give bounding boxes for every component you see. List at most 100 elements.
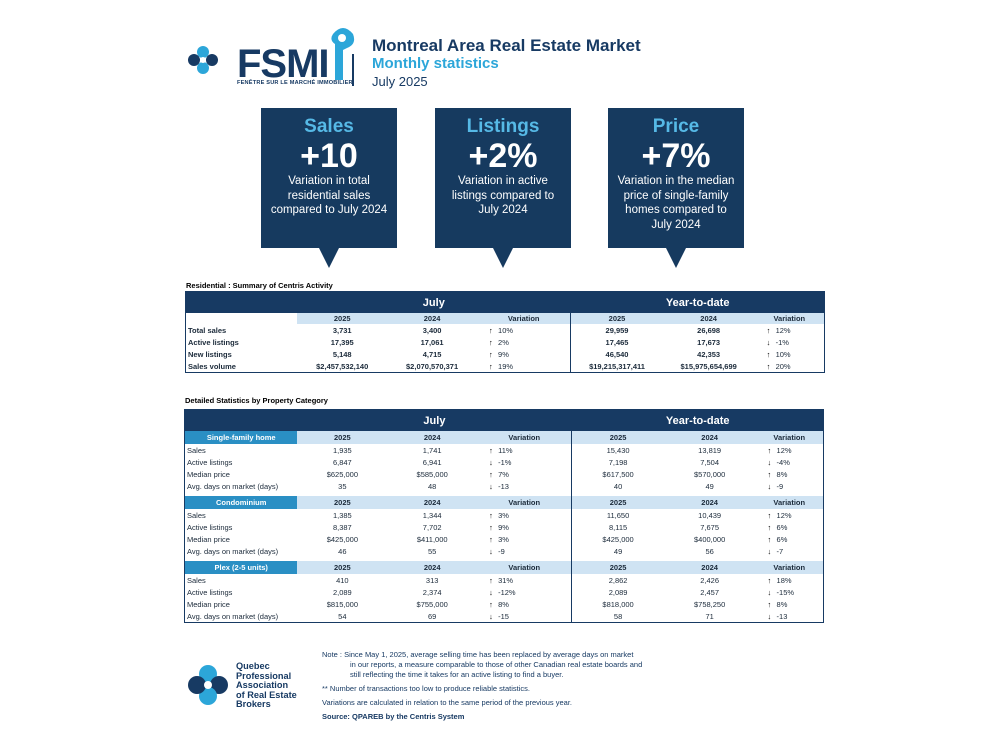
ytd-value-2024: 42,353 <box>697 349 721 359</box>
variation-value: -12% <box>498 587 516 597</box>
spacer-cell <box>571 557 664 561</box>
header-divider <box>352 54 354 86</box>
variation-value: 12% <box>776 510 792 520</box>
trend-arrow-icon: ↑ <box>489 522 493 532</box>
col-2025: 2025 <box>297 561 388 574</box>
ytd-variation-cell: ↓ -15% <box>756 586 824 598</box>
category-label: Plex (2-5 units) <box>184 561 298 574</box>
value-2025: 3,731 <box>332 325 352 335</box>
trend-arrow-icon: ↑ <box>766 325 771 335</box>
trend-arrow-icon: ↑ <box>489 510 493 520</box>
org-name-line: Quebec <box>236 661 270 671</box>
note-low-transactions: ** Number of transactions too low to pro… <box>322 684 531 693</box>
table-row: Median price $425,000 $411,000 ↑ 3% $425,000 $… <box>185 533 824 545</box>
variation-value: 18% <box>776 575 792 585</box>
ytd-value-2025: 2,862 <box>571 574 664 586</box>
col-variation: Variation <box>477 561 572 574</box>
trend-arrow-icon: ↓ <box>489 481 493 491</box>
org-name-line: of Real Estate <box>236 689 297 700</box>
kpi-value: +7% <box>641 137 711 175</box>
trend-arrow-icon: ↑ <box>489 599 493 609</box>
fsmi-logo-icon <box>188 28 355 80</box>
variation-cell: ↑ 3% <box>477 533 572 545</box>
trend-arrow-icon: ↑ <box>489 575 493 585</box>
col-2025: 2025 <box>571 496 664 509</box>
table-row: Avg. days on market (days) 54 69 ↓ -15 58 71 ↓ -… <box>185 610 824 623</box>
ytd-value-2025: 58 <box>571 610 664 623</box>
kpi-description: Variation in total residential sales com… <box>270 175 388 216</box>
row-label: Sales <box>187 510 206 520</box>
qpareb-logo-icon <box>188 665 228 705</box>
trend-arrow-icon: ↑ <box>767 469 772 479</box>
ytd-variation-cell: ↑ 20% <box>755 360 825 373</box>
kpi-title: Sales <box>304 116 354 137</box>
trend-arrow-icon: ↑ <box>489 469 493 479</box>
trend-arrow-icon: ↑ <box>489 337 493 347</box>
value-2024: 55 <box>428 546 437 556</box>
trend-arrow-icon: ↓ <box>767 457 772 467</box>
kpi-price-card: Price +7% Variation in the median price … <box>608 108 744 268</box>
row-label: Avg. days on market (days) <box>187 546 279 556</box>
col-variation: Variation <box>477 313 571 324</box>
variation-cell: ↑ 10% <box>477 324 571 336</box>
col-2025: 2025 <box>570 313 663 324</box>
variation-cell: ↑ 19% <box>477 360 571 373</box>
category-header-row: Condominium 2025 2024 Variation 2025 2024 Vari… <box>184 496 824 509</box>
variation-cell: ↓ -15 <box>477 610 572 623</box>
ytd-value-2024: 26,698 <box>697 325 721 335</box>
col-variation: Variation <box>755 431 824 444</box>
ytd-value-2024: 10,439 <box>698 510 722 520</box>
value-2024: $2,070,570,371 <box>406 361 459 371</box>
value-2024: 69 <box>428 611 437 621</box>
variation-cell: ↑ 9% <box>477 521 572 533</box>
trend-arrow-icon: ↑ <box>489 445 493 455</box>
value-2024: 7,702 <box>422 522 442 532</box>
value-2024: 1,741 <box>422 445 442 455</box>
col-2024: 2024 <box>663 431 756 444</box>
variation-value: 8% <box>776 599 788 609</box>
value-2025: 54 <box>338 611 347 621</box>
value-2025: 6,847 <box>332 457 352 467</box>
kpi-listings-card: Listings +2% Variation in active listing… <box>435 108 571 268</box>
trend-arrow-icon: ↑ <box>489 349 493 359</box>
trend-arrow-icon: ↑ <box>767 445 772 455</box>
value-2024: $411,000 <box>416 534 448 544</box>
table-row: Sales 1,385 1,344 ↑ 3% 11,650 10,439 ↑ 12% <box>185 509 824 521</box>
summary-section-title: Residential : Summary of Centris Activit… <box>186 281 333 290</box>
value-2025: 5,148 <box>332 349 352 359</box>
variation-value: -15 <box>498 611 509 621</box>
trend-arrow-icon: ↓ <box>489 457 493 467</box>
summary-table: July Year-to-date 2025 2024 Variation 20… <box>185 291 825 373</box>
ytd-value-2025: 29,959 <box>570 324 663 336</box>
col-2025: 2025 <box>297 313 388 324</box>
table-row: Median price $625,000 $585,000 ↑ 7% $617,500 $… <box>185 468 824 480</box>
ytd-value-2025: 40 <box>571 480 664 492</box>
ytd-variation-cell: ↑ 10% <box>755 348 825 360</box>
variation-value: 3% <box>498 534 509 544</box>
kpi-description: Variation in the median price of single-… <box>617 175 735 231</box>
value-2024: $585,000 <box>416 469 448 479</box>
trend-arrow-icon: ↑ <box>766 361 771 371</box>
kpi-value: +2% <box>468 137 538 175</box>
variation-value: 9% <box>498 522 509 532</box>
variation-value: 8% <box>498 599 509 609</box>
ytd-value-2024: $570,000 <box>693 469 726 479</box>
variation-value: 2% <box>498 337 509 347</box>
ytd-variation-cell: ↓ -9 <box>756 480 824 492</box>
value-2024: 313 <box>425 575 439 585</box>
variation-cell: ↑ 2% <box>477 336 571 348</box>
variation-value: -9 <box>776 481 784 491</box>
table-row: Avg. days on market (days) 35 48 ↓ -13 40 49 ↓ -… <box>185 480 824 492</box>
ytd-value-2024: 13,819 <box>698 445 722 455</box>
ytd-value-2024: 17,673 <box>697 337 721 347</box>
ytd-variation-cell: ↑ 8% <box>756 598 824 610</box>
kpi-description: Variation in active listings compared to… <box>451 175 555 216</box>
variation-cell: ↓ -1% <box>477 456 572 468</box>
ytd-value-2025: 49 <box>571 545 664 557</box>
variation-cell: ↑ 31% <box>477 574 572 586</box>
variation-value: 9% <box>498 349 509 359</box>
trend-arrow-icon: ↓ <box>767 481 772 491</box>
col-2024: 2024 <box>387 496 478 509</box>
row-label: Avg. days on market (days) <box>187 481 279 491</box>
kpi-value: +10 <box>300 137 358 175</box>
